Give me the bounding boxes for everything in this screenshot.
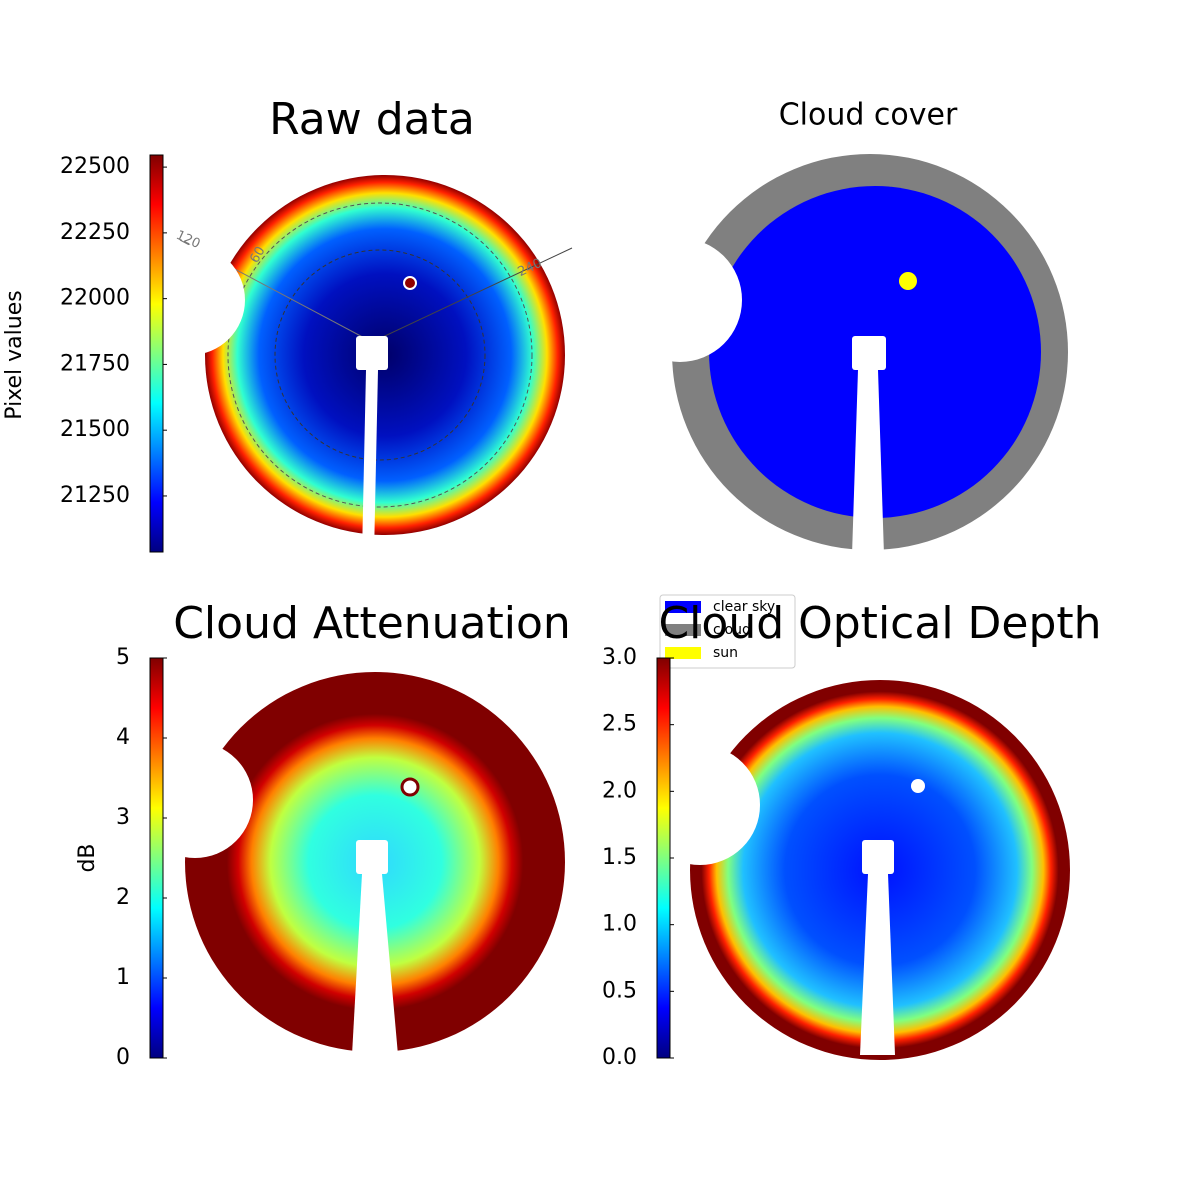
sky-image [135, 175, 573, 555]
legend-swatch [665, 647, 701, 659]
colorbar-tick-label: 22000 [60, 286, 130, 311]
colorbar-label: Pixel values [2, 290, 27, 419]
colorbar [149, 154, 164, 553]
colorbar-tick-label: 21500 [60, 417, 130, 442]
colorbar-tick-label: 3 [116, 805, 130, 830]
colorbar-tick-label: 4 [116, 725, 130, 750]
optical-depth-image [640, 680, 1070, 1060]
colorbar-tick-label: 21750 [60, 351, 130, 376]
polar-annotation: 60 [247, 244, 268, 266]
colorbar-tick-label: 5 [116, 645, 130, 670]
legend-swatch [665, 624, 701, 636]
colorbar-label: dB [75, 843, 100, 872]
colorbar-tick-label: 3.0 [602, 645, 637, 670]
colorbar-tick-label: 2.0 [602, 778, 637, 803]
colorbar-tick-label: 22500 [60, 154, 130, 179]
colorbar-tick-label: 1.0 [602, 912, 637, 937]
colorbar-tick-label: 2.5 [602, 712, 637, 737]
panel-title: Cloud cover [779, 98, 958, 133]
colorbar-tick-label: 22250 [60, 220, 130, 245]
legend-label: clear sky [713, 599, 775, 615]
colorbar-tick-label: 1.5 [602, 845, 637, 870]
colorbar-tick-label: 0 [116, 1045, 130, 1070]
colorbar-tick-label: 21250 [60, 483, 130, 508]
panel-title: Cloud Optical Depth [658, 598, 1101, 649]
colorbar [149, 657, 164, 1059]
attenuation-image [137, 672, 565, 1055]
colorbar-tick-label: 1 [116, 965, 130, 990]
colorbar-tick-label: 2 [116, 885, 130, 910]
panel-title: Raw data [269, 94, 475, 145]
colorbar [656, 657, 671, 1059]
colorbar-tick-label: 0.0 [602, 1045, 637, 1070]
legend-label: sun [713, 645, 738, 661]
legend-swatch [665, 601, 701, 613]
panel-title: Cloud Attenuation [173, 598, 571, 649]
colorbar-tick-label: 0.5 [602, 978, 637, 1003]
cloud-mask [618, 154, 1068, 555]
legend-label: cloud [713, 622, 751, 638]
